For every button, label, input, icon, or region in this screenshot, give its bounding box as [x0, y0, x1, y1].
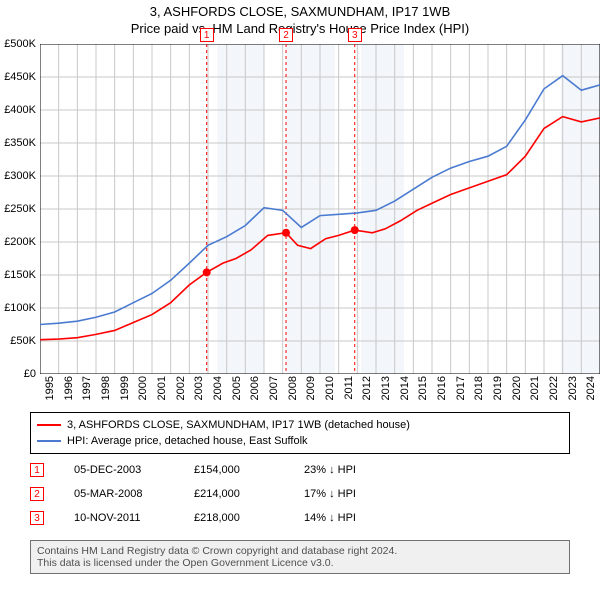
- x-tick-label: 1999: [119, 376, 131, 400]
- y-tick-label: £0: [0, 368, 36, 380]
- x-tick-label: 2015: [417, 376, 429, 400]
- trade-row: 3 10-NOV-2011 £218,000 14% ↓ HPI: [30, 506, 570, 530]
- trade-date: 05-MAR-2008: [74, 488, 164, 500]
- trade-row: 1 05-DEC-2003 £154,000 23% ↓ HPI: [30, 458, 570, 482]
- trade-delta: 17% ↓ HPI: [304, 488, 404, 500]
- x-tick-label: 2024: [585, 376, 597, 400]
- footer-line1: Contains HM Land Registry data © Crown c…: [37, 545, 563, 557]
- footer-line2: This data is licensed under the Open Gov…: [37, 557, 563, 569]
- x-tick-label: 2007: [268, 376, 280, 400]
- plot-svg: [40, 44, 600, 374]
- x-tick-label: 1996: [63, 376, 75, 400]
- x-tick-label: 1998: [100, 376, 112, 400]
- trade-row: 2 05-MAR-2008 £214,000 17% ↓ HPI: [30, 482, 570, 506]
- x-tick-label: 2012: [361, 376, 373, 400]
- trade-date: 05-DEC-2003: [74, 464, 164, 476]
- x-tick-label: 2008: [287, 376, 299, 400]
- legend-row-property: 3, ASHFORDS CLOSE, SAXMUNDHAM, IP17 1WB …: [37, 417, 563, 433]
- legend-row-hpi: HPI: Average price, detached house, East…: [37, 433, 563, 449]
- chart-title-block: 3, ASHFORDS CLOSE, SAXMUNDHAM, IP17 1WB …: [0, 0, 600, 36]
- x-tick-label: 1997: [81, 376, 93, 400]
- y-tick-label: £500K: [0, 38, 36, 50]
- legend-swatch-property: [37, 424, 61, 426]
- legend-label-hpi: HPI: Average price, detached house, East…: [67, 435, 308, 447]
- trade-price: £154,000: [194, 464, 274, 476]
- x-tick-label: 2005: [231, 376, 243, 400]
- x-tick-label: 2020: [511, 376, 523, 400]
- x-tick-label: 2011: [343, 376, 355, 400]
- x-tick-label: 2009: [305, 376, 317, 400]
- x-tick-label: 2013: [380, 376, 392, 400]
- x-tick-label: 2016: [436, 376, 448, 400]
- x-tick-label: 2022: [548, 376, 560, 400]
- x-tick-label: 2021: [529, 376, 541, 400]
- trade-marker: 3: [30, 511, 44, 525]
- y-tick-label: £350K: [0, 137, 36, 149]
- x-tick-label: 2019: [492, 376, 504, 400]
- trade-delta: 23% ↓ HPI: [304, 464, 404, 476]
- legend-swatch-hpi: [37, 440, 61, 442]
- legend-label-property: 3, ASHFORDS CLOSE, SAXMUNDHAM, IP17 1WB …: [67, 419, 410, 431]
- chart-container: { "title": { "line1": "3, ASHFORDS CLOSE…: [0, 0, 600, 590]
- x-tick-label: 2017: [455, 376, 467, 400]
- chart-title: 3, ASHFORDS CLOSE, SAXMUNDHAM, IP17 1WB: [0, 4, 600, 19]
- chart-plot-wrap: £0£50K£100K£150K£200K£250K£300K£350K£400…: [40, 44, 600, 404]
- x-tick-label: 2001: [156, 376, 168, 400]
- x-tick-label: 1995: [44, 376, 56, 400]
- trades-table: 1 05-DEC-2003 £154,000 23% ↓ HPI 2 05-MAR-200…: [30, 458, 570, 530]
- chart-subtitle: Price paid vs. HM Land Registry's House …: [0, 21, 600, 36]
- x-tick-label: 2003: [193, 376, 205, 400]
- x-tick-label: 2023: [567, 376, 579, 400]
- x-tick-label: 2004: [212, 376, 224, 400]
- y-tick-label: £100K: [0, 302, 36, 314]
- y-tick-label: £150K: [0, 269, 36, 281]
- y-tick-label: £400K: [0, 104, 36, 116]
- trade-price: £218,000: [194, 512, 274, 524]
- x-tick-label: 2018: [473, 376, 485, 400]
- event-marker: 1: [200, 28, 214, 42]
- trade-delta: 14% ↓ HPI: [304, 512, 404, 524]
- y-axis: £0£50K£100K£150K£200K£250K£300K£350K£400…: [0, 44, 40, 374]
- trade-marker: 1: [30, 463, 44, 477]
- trade-marker: 2: [30, 487, 44, 501]
- y-tick-label: £200K: [0, 236, 36, 248]
- trade-date: 10-NOV-2011: [74, 512, 164, 524]
- legend-box: 3, ASHFORDS CLOSE, SAXMUNDHAM, IP17 1WB …: [30, 412, 570, 454]
- x-tick-label: 2000: [137, 376, 149, 400]
- event-marker: 3: [348, 28, 362, 42]
- y-tick-label: £50K: [0, 335, 36, 347]
- x-tick-label: 2014: [399, 376, 411, 400]
- y-tick-label: £450K: [0, 71, 36, 83]
- y-tick-label: £250K: [0, 203, 36, 215]
- trade-price: £214,000: [194, 488, 274, 500]
- y-tick-label: £300K: [0, 170, 36, 182]
- x-axis: 1995 1996 1997 1998 1999 2000 2001 2002 2003 2004…: [40, 376, 600, 416]
- x-tick-label: 2006: [249, 376, 261, 400]
- attribution-footer: Contains HM Land Registry data © Crown c…: [30, 540, 570, 574]
- event-marker: 2: [279, 28, 293, 42]
- x-tick-label: 2010: [324, 376, 336, 400]
- x-tick-label: 2002: [175, 376, 187, 400]
